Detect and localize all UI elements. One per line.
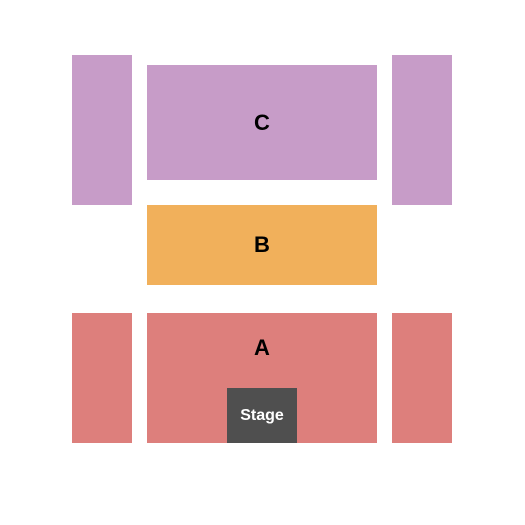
section-label-b-main: B: [254, 232, 270, 258]
section-label-a-main: A: [254, 335, 270, 361]
section-c-left: [72, 55, 132, 205]
section-c-right: [392, 55, 452, 205]
section-a-left: [72, 313, 132, 443]
section-a-right: [392, 313, 452, 443]
section-label-c-main: C: [254, 110, 270, 136]
section-label-stage: Stage: [240, 407, 284, 425]
